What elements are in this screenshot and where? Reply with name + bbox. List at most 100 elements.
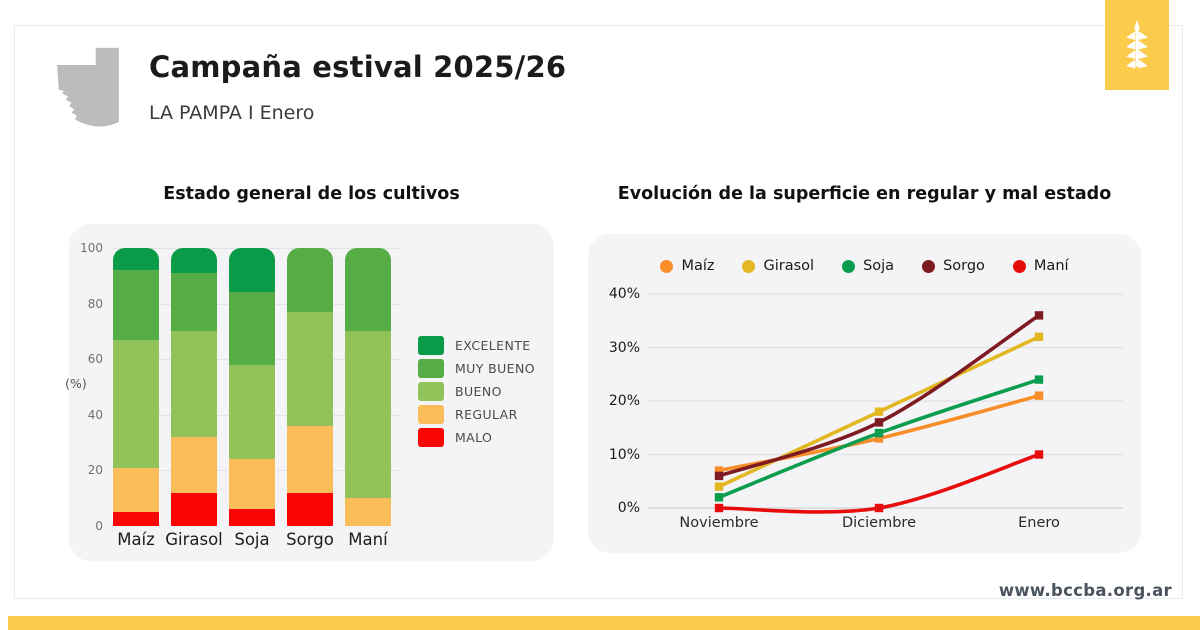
x-axis-label: Soja <box>234 530 270 549</box>
bar-segment <box>287 492 333 526</box>
legend-item: REGULAR <box>418 405 535 424</box>
bar-segment <box>113 339 159 468</box>
x-axis-label: Maní <box>348 530 388 549</box>
bar-segment <box>171 273 217 332</box>
bar-segment <box>171 248 217 274</box>
legend-swatch <box>418 336 444 355</box>
y-tick-label: 60 <box>87 352 103 367</box>
bar-segment <box>287 311 333 426</box>
legend-item: MUY BUENO <box>418 359 535 378</box>
data-point-marker <box>874 418 884 427</box>
data-point-marker <box>874 434 884 443</box>
bar-segment <box>345 331 391 499</box>
legend-swatch <box>418 359 444 378</box>
data-point-marker <box>714 482 724 491</box>
bar-segment <box>113 467 159 513</box>
data-point-marker <box>714 471 724 481</box>
legend-swatch <box>418 405 444 424</box>
x-axis-label: Sorgo <box>286 530 334 549</box>
bar-segment <box>345 248 391 332</box>
y-tick-label: 40 <box>87 407 103 422</box>
bar-segment <box>229 248 275 293</box>
y-axis-unit-label: (%) <box>65 376 87 391</box>
legend-item: Maíz <box>660 258 714 274</box>
legend-label: Sorgo <box>943 258 985 274</box>
legend-item: Girasol <box>742 258 814 274</box>
bar-segment <box>287 248 333 312</box>
legend-label: Girasol <box>763 258 815 274</box>
bar-segment <box>345 498 391 526</box>
bar-segment <box>171 331 217 438</box>
bar-chart-title: Estado general de los cultivos <box>163 184 460 204</box>
legend-item: BUENO <box>418 382 535 401</box>
bar-segment <box>171 437 217 493</box>
bar-segment <box>113 512 159 526</box>
line-chart-title: Evolución de la superficie en regular y … <box>617 184 1112 204</box>
x-axis-label: Diciembre <box>841 515 916 531</box>
la-pampa-map-icon <box>57 47 119 127</box>
bar-segment <box>229 509 275 526</box>
x-axis-label: Noviembre <box>679 515 759 531</box>
line-chart-plot <box>648 293 1123 514</box>
y-tick-label: 20 <box>87 463 103 478</box>
data-point-marker <box>874 428 884 438</box>
y-tick-label: 20% <box>608 393 640 409</box>
stacked-bar <box>113 248 159 526</box>
bar-segment <box>229 364 275 460</box>
data-point-marker <box>1034 391 1044 400</box>
bar-chart-panel: (%) EXCELENTE MUY BUENO BUENO REGULAR MALO 0… <box>65 224 554 561</box>
y-tick-label: 30% <box>608 339 640 356</box>
legend-dot <box>922 259 936 273</box>
legend-item: EXCELENTE <box>418 336 535 355</box>
legend-label: Maíz <box>681 258 715 274</box>
wheat-icon <box>1126 20 1148 69</box>
legend-item: Sorgo <box>922 258 985 274</box>
data-point-marker <box>1034 311 1044 320</box>
y-tick-label: 0 <box>95 519 103 533</box>
line-chart-legend: Maíz Girasol Soja Sorgo Maní <box>588 258 1141 274</box>
legend-label: MALO <box>455 430 493 445</box>
y-tick-label: 40% <box>608 286 640 302</box>
data-point-marker <box>714 503 724 513</box>
report-card: Campaña estival 2025/26 LA PAMPA I Enero… <box>14 25 1183 600</box>
data-point-marker <box>1034 375 1044 384</box>
stacked-bar <box>287 248 333 526</box>
stacked-bar <box>171 248 217 526</box>
legend-dot <box>660 259 674 273</box>
y-tick-label: 10% <box>608 446 640 463</box>
bar-segment <box>113 270 159 340</box>
legend-label: Soja <box>863 258 895 274</box>
y-tick-label: 80 <box>87 296 103 311</box>
legend-item: Maní <box>1012 258 1069 274</box>
y-tick-label: 0% <box>617 500 640 516</box>
bar-segment <box>287 425 333 493</box>
data-point-marker <box>874 407 884 416</box>
bottom-accent-bar <box>8 616 1200 630</box>
stacked-bar <box>345 248 391 526</box>
legend-label: Maní <box>1033 258 1069 274</box>
data-point-marker <box>1034 332 1044 341</box>
data-point-marker <box>874 503 884 513</box>
legend-dot <box>1012 259 1026 273</box>
legend-swatch <box>418 382 444 401</box>
bar-chart-legend: EXCELENTE MUY BUENO BUENO REGULAR MALO <box>418 336 535 447</box>
legend-dot <box>842 259 856 273</box>
bar-segment <box>113 248 159 271</box>
legend-label: BUENO <box>455 384 502 399</box>
legend-label: EXCELENTE <box>455 338 531 353</box>
brand-badge <box>1105 0 1169 90</box>
x-axis-label: Enero <box>1018 515 1060 531</box>
page-title: Campaña estival 2025/26 <box>149 50 567 84</box>
data-point-marker <box>714 466 724 475</box>
data-point-marker <box>714 493 724 502</box>
line-chart-panel: Maíz Girasol Soja Sorgo Maní 0% 10% 20% 30% 40% N… <box>588 234 1141 553</box>
bar-segment <box>171 492 217 526</box>
y-tick-label: 100 <box>80 241 103 255</box>
x-axis-label: Girasol <box>165 530 223 549</box>
legend-dot <box>742 259 756 273</box>
stacked-bar <box>229 248 275 526</box>
legend-item: MALO <box>418 428 535 447</box>
data-point-marker <box>1034 450 1044 459</box>
legend-item: Soja <box>842 258 894 274</box>
